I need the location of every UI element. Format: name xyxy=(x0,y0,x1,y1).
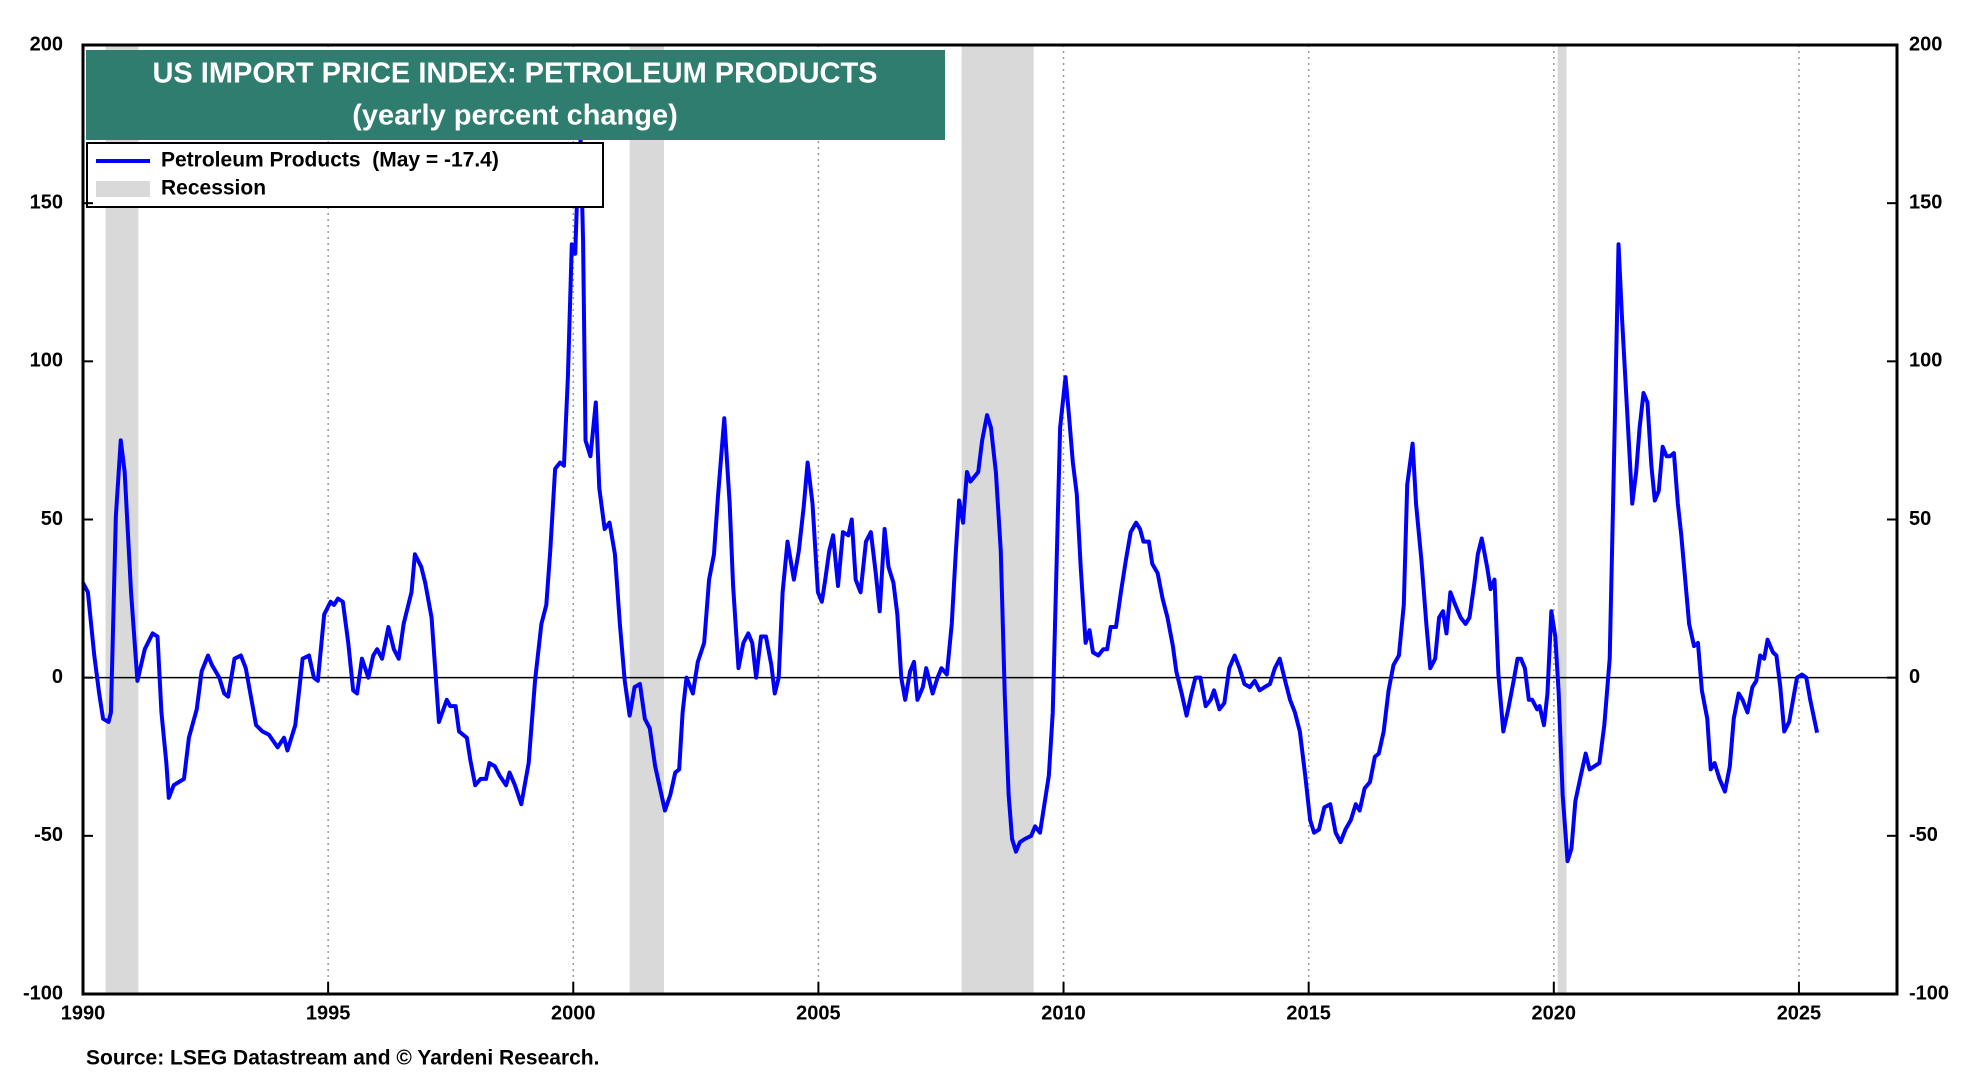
x-tick-label: 2015 xyxy=(1286,1002,1331,1024)
legend-recession-swatch xyxy=(96,181,150,197)
y-tick-label: 100 xyxy=(30,350,63,372)
x-tick-label: 1995 xyxy=(306,1002,351,1024)
y-tick-label: 200 xyxy=(30,33,63,55)
y2-tick-label: 50 xyxy=(1909,508,1931,530)
legend-label: Recession xyxy=(161,177,266,200)
y-tick-label: 50 xyxy=(41,508,63,530)
y2-tick-label: 200 xyxy=(1909,33,1942,55)
recession-band xyxy=(1557,45,1567,994)
legend-box xyxy=(86,142,604,208)
background-layer xyxy=(83,45,1897,994)
marks-layer xyxy=(81,137,1820,864)
y2-tick-label: -100 xyxy=(1909,982,1949,1004)
recession-band xyxy=(629,45,664,994)
y-tick-label: -100 xyxy=(23,982,63,1004)
y2-tick-label: 100 xyxy=(1909,350,1942,372)
x-tick-label: 2005 xyxy=(796,1002,841,1024)
y-tick-label: -50 xyxy=(34,824,63,846)
y2-tick-label: 0 xyxy=(1909,666,1920,688)
series-line xyxy=(81,137,1820,864)
x-tick-label: 2020 xyxy=(1532,1002,1577,1024)
x-tick-label: 2010 xyxy=(1041,1002,1086,1024)
x-tick-label: 2000 xyxy=(551,1002,596,1024)
y-tick-label: 150 xyxy=(30,191,63,213)
title-box xyxy=(86,50,945,140)
chart-title: US IMPORT PRICE INDEX: PETROLEUM PRODUCT… xyxy=(152,58,877,90)
x-tick-label: 2025 xyxy=(1777,1002,1822,1024)
source-note: Source: LSEG Datastream and © Yardeni Re… xyxy=(86,1047,599,1070)
x-tick-label: 1990 xyxy=(61,1002,106,1024)
y-tick-label: 0 xyxy=(52,666,63,688)
front-layer: US IMPORT PRICE INDEX: PETROLEUM PRODUCT… xyxy=(23,33,1949,1024)
legend-label: Petroleum Products (May = -17.4) xyxy=(161,149,499,172)
y2-tick-label: 150 xyxy=(1909,191,1942,213)
y2-tick-label: -50 xyxy=(1909,824,1938,846)
chart-subtitle: (yearly percent change) xyxy=(352,100,678,132)
